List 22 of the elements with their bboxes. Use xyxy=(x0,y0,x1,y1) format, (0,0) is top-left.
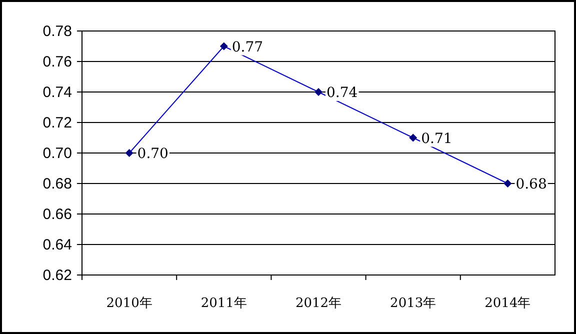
x-tick-label: 2012年 xyxy=(295,296,342,311)
y-tick-label: 0.70 xyxy=(42,145,72,162)
label: 0.71 xyxy=(420,130,454,147)
x-tick-label: 2014年 xyxy=(484,296,531,311)
x-tick-label: 2013年 xyxy=(390,296,436,311)
y-tick-label: 0.68 xyxy=(42,176,72,192)
y-tick-label: 0.76 xyxy=(42,54,72,70)
point xyxy=(220,42,228,50)
point xyxy=(409,134,418,142)
point xyxy=(314,88,322,96)
y-tick-label: 0.72 xyxy=(42,114,72,132)
y-tick-label: 0.78 xyxy=(42,23,72,40)
x-tick-label: 2011年 xyxy=(200,296,247,311)
y-tick-label: 0.62 xyxy=(42,267,72,284)
point xyxy=(504,180,512,188)
y-tick-label: 0.64 xyxy=(42,236,72,254)
point xyxy=(125,149,134,157)
x-tick-label: 2010年 xyxy=(106,296,152,311)
y-tick-label: 0.66 xyxy=(42,206,72,223)
y-tick-label: 0.74 xyxy=(42,84,72,101)
label: 0.74 xyxy=(326,85,359,101)
label: 0.77 xyxy=(230,39,264,56)
